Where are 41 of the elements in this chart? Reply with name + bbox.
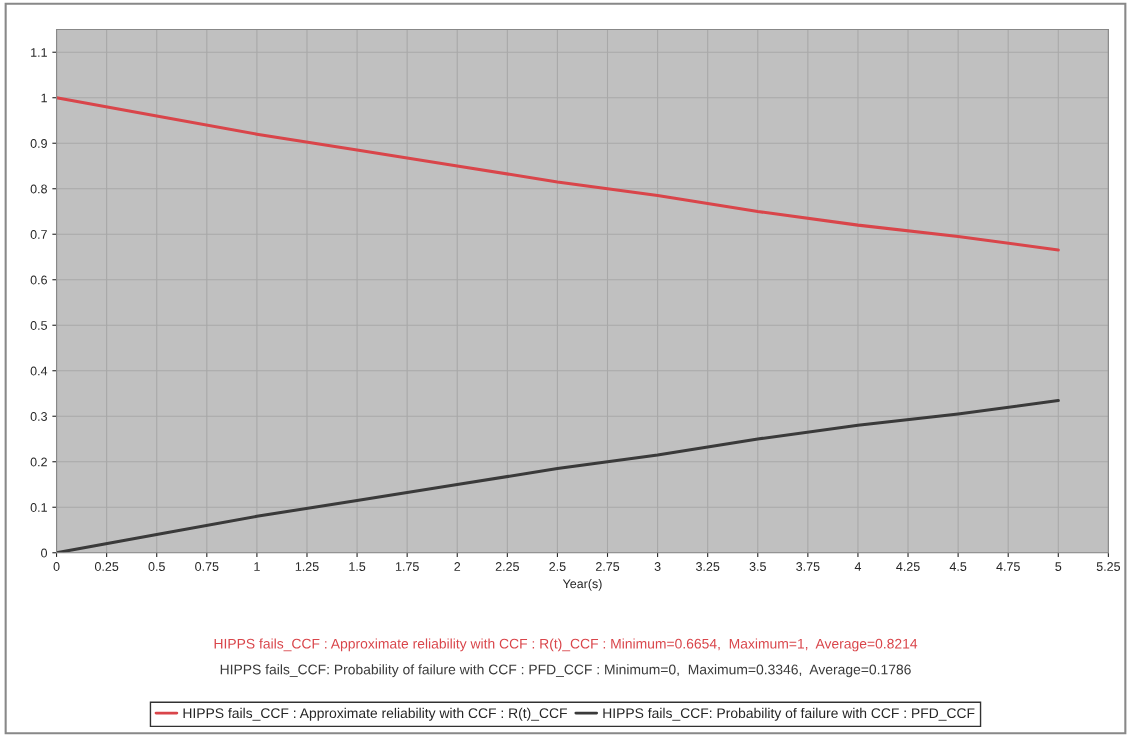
x-tick-label: 0.75 — [195, 562, 219, 571]
y-tick-label: 1.1 — [31, 48, 47, 57]
x-tick-label: 3.5 — [749, 562, 766, 571]
x-axis-title: Year(s) — [562, 578, 602, 591]
x-tick-label: 1.75 — [395, 562, 419, 571]
x-tick-label: 4.5 — [949, 562, 967, 571]
y-tick-label: 0.5 — [30, 321, 47, 330]
x-tick-label: 3 — [654, 562, 661, 571]
legend-label: HIPPS fails_CCF : Approximate reliability with CCF : R(t)_CCF — [183, 707, 567, 721]
x-tick-label: 2.75 — [595, 562, 620, 571]
x-tick-label: 4 — [854, 562, 862, 571]
text: HIPPS fails_CCF: Probability of failure with CCF : PFD_CCF : Minimum=0, Maximum=0.3346, Average=0.1786 — [220, 664, 911, 678]
x-tick-label: 3.25 — [696, 562, 720, 571]
y-tick-label: 0.3 — [30, 412, 47, 421]
x-tick-label: 2.25 — [495, 562, 519, 571]
x-tick-label: 2.5 — [549, 562, 566, 571]
x-tick-label: 0.25 — [94, 562, 119, 571]
y-tick-label: 0.6 — [30, 275, 47, 285]
x-tick-label: 0 — [53, 562, 60, 571]
y-tick-label: 0 — [41, 548, 48, 558]
x-tick-label: 3.75 — [796, 562, 820, 571]
x-tick-label: 5.25 — [1096, 562, 1121, 571]
line-series — [56, 96, 1060, 252]
x-tick-label: 4.75 — [996, 562, 1020, 571]
y-tick-label: 0.4 — [30, 366, 48, 376]
text: HIPPS fails_CCF : Approximate reliability with CCF : R(t)_CCF : Minimum=0.6654, Maximum=1, Average=0.8214 — [214, 638, 918, 652]
x-tick-label: 1.25 — [295, 562, 319, 571]
x-tick-label: 1 — [254, 562, 260, 571]
y-tick-label: 0.9 — [30, 139, 47, 148]
y-tick-label: 1 — [41, 93, 47, 103]
x-tick-label: 5 — [1055, 562, 1062, 571]
x-tick-label: 2 — [454, 562, 461, 571]
y-tick-label: 0.2 — [30, 457, 47, 467]
x-tick-label: 1.5 — [349, 562, 366, 571]
y-tick-label: 0.7 — [30, 230, 47, 239]
line-series — [56, 398, 1060, 553]
legend-label: HIPPS fails_CCF: Probability of failure with CCF : PFD_CCF — [603, 707, 975, 721]
y-tick-label: 0.8 — [30, 184, 47, 194]
x-tick-label: 0.5 — [148, 562, 165, 571]
y-tick-label: 0.1 — [30, 503, 47, 512]
x-tick-label: 4.25 — [896, 562, 920, 571]
